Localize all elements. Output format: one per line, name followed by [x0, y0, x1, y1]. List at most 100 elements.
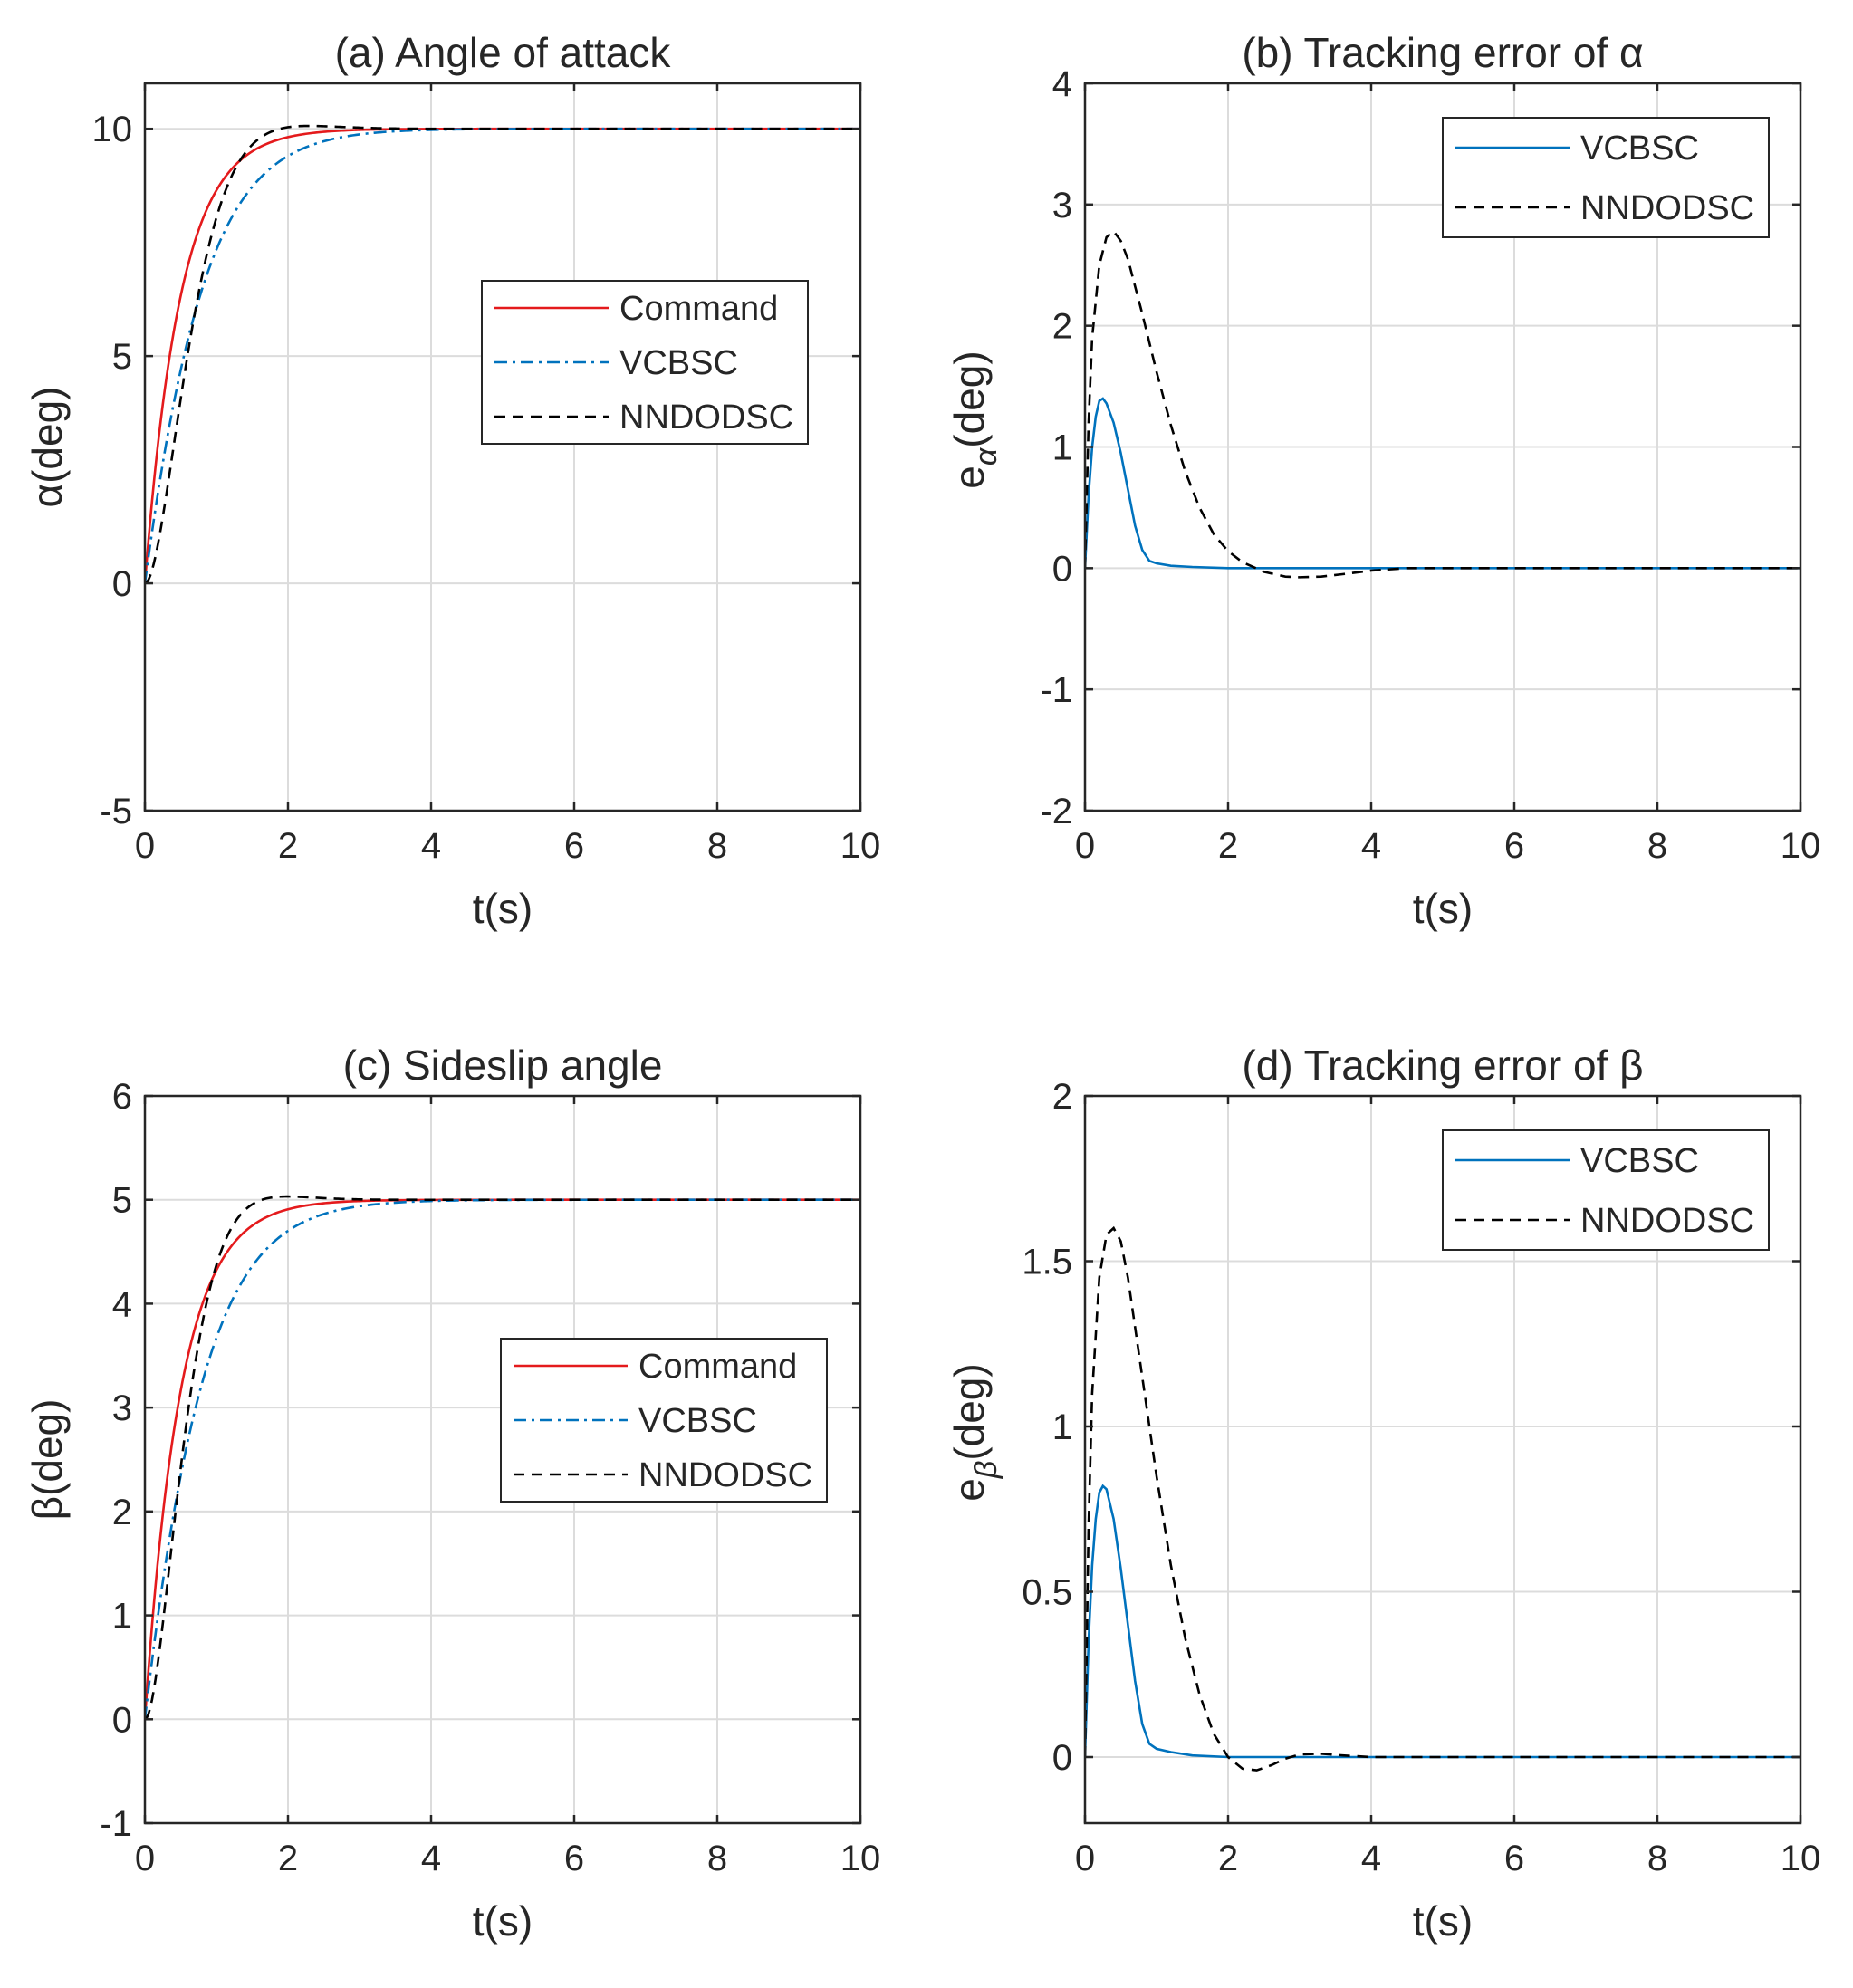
series-line-vcbsc: [1085, 1484, 1800, 1759]
x-tick-label: 8: [707, 826, 727, 866]
x-tick-label: 8: [1647, 826, 1667, 866]
series-line-vcbsc: [145, 127, 860, 584]
series-line-nndodsc: [1085, 229, 1800, 579]
series-line-nndodsc: [145, 1195, 860, 1721]
y-tick-label: 2: [112, 1493, 132, 1532]
y-tick-label: 0: [112, 1700, 132, 1740]
y-tick-label: 2: [1052, 307, 1072, 347]
x-tick-label: 0: [135, 1839, 155, 1878]
legend: VCBSC NNDODSC: [1442, 1129, 1770, 1251]
y-tick-label: 2: [1052, 1077, 1072, 1117]
y-tick-label: 5: [112, 1181, 132, 1221]
y-axis-label: eα(deg): [946, 351, 1003, 488]
x-tick-label: 10: [1781, 826, 1821, 866]
x-tick-label: 2: [1218, 826, 1238, 866]
y-tick-label: -1: [1040, 670, 1072, 710]
axes-frame: [1083, 1094, 1802, 1825]
y-axis-label-main: β(deg): [24, 1399, 71, 1521]
y-tick-label: 0: [1052, 549, 1072, 589]
y-tick-label: -1: [100, 1804, 132, 1844]
legend: VCBSC NNDODSC: [1442, 117, 1770, 238]
x-axis-label: t(s): [473, 1897, 533, 1945]
legend-label: VCBSC: [1580, 1142, 1699, 1180]
y-axis-label-main: e: [946, 1478, 993, 1502]
x-tick-label: 6: [564, 826, 584, 866]
y-tick-label: 0.5: [1022, 1573, 1072, 1613]
x-tick-label: 0: [135, 826, 155, 866]
y-axis-label: α(deg): [24, 387, 71, 508]
series-line-nndodsc: [1085, 1225, 1800, 1772]
legend-label: Command: [619, 290, 778, 328]
legend-label: NNDODSC: [638, 1456, 812, 1494]
y-tick-label: 3: [112, 1388, 132, 1428]
legend-box: [1442, 117, 1770, 238]
series-line-vcbsc: [1085, 397, 1800, 570]
y-axis-label-suffix: (deg): [946, 351, 993, 447]
y-tick-label: 4: [112, 1284, 132, 1324]
x-tick-label: 10: [840, 826, 881, 866]
x-tick-label: 0: [1075, 826, 1095, 866]
axes-frame: [143, 1094, 862, 1825]
y-axis-label: eβ(deg): [946, 1363, 1003, 1501]
series-line-nndodsc: [145, 124, 860, 585]
chart-d: 0 2 4 6 8 10 0 0.5 1 1.5 2 (d) Tracking error of β t…: [946, 1042, 1820, 1945]
x-tick-label: 4: [1361, 826, 1381, 866]
chart-title: (c) Sideslip angle: [343, 1042, 663, 1089]
x-tick-label: 4: [1361, 1839, 1381, 1878]
y-axis-label-subscript: β: [969, 1461, 1003, 1479]
legend-label: Command: [638, 1348, 797, 1386]
y-tick-label: 1: [1052, 1407, 1072, 1447]
y-tick-label: 3: [1052, 186, 1072, 226]
x-tick-label: 8: [1647, 1839, 1667, 1878]
y-tick-label: 6: [112, 1077, 132, 1117]
chart-title: (d) Tracking error of β: [1242, 1042, 1643, 1089]
plot-area: [145, 83, 860, 811]
legend-box: [1442, 1129, 1770, 1251]
x-tick-label: 2: [1218, 1839, 1238, 1878]
y-tick-label: -2: [1040, 792, 1072, 831]
x-tick-label: 0: [1075, 1839, 1095, 1878]
x-tick-label: 2: [278, 1839, 298, 1878]
y-axis-label: β(deg): [24, 1399, 71, 1521]
legend-label: NNDODSC: [1580, 189, 1754, 227]
y-tick-label: 10: [92, 110, 133, 149]
x-tick-label: 6: [564, 1839, 584, 1878]
y-tick-label: 5: [112, 337, 132, 377]
y-tick-label: 1: [1052, 428, 1072, 468]
y-tick-label: 1: [112, 1597, 132, 1637]
chart-b: 0 2 4 6 8 10 -2 -1 0 1 2 3 4 (b) Tracking error of α t…: [946, 29, 1820, 932]
x-tick-label: 10: [1781, 1839, 1821, 1878]
y-tick-label: 4: [1052, 64, 1072, 104]
x-tick-label: 4: [421, 1839, 441, 1878]
x-axis-label: t(s): [1413, 885, 1473, 932]
legend-label: VCBSC: [638, 1402, 757, 1440]
legend-label: NNDODSC: [1580, 1202, 1754, 1240]
x-axis-label: t(s): [1413, 1897, 1473, 1945]
y-tick-label: 0: [112, 564, 132, 604]
y-tick-label: 0: [1052, 1738, 1072, 1778]
chart-title: (b) Tracking error of α: [1242, 29, 1643, 76]
legend: Command VCBSC NNDODSC: [500, 1338, 828, 1503]
x-axis-label: t(s): [473, 885, 533, 932]
x-tick-label: 4: [421, 826, 441, 866]
y-tick-label: 1.5: [1022, 1243, 1072, 1282]
x-tick-label: 2: [278, 826, 298, 866]
x-tick-label: 10: [840, 1839, 881, 1878]
y-axis-label-main: α(deg): [24, 387, 71, 508]
legend-label: VCBSC: [1580, 130, 1699, 168]
chart-title: (a) Angle of attack: [335, 29, 672, 76]
y-axis-label-main: e: [946, 466, 993, 489]
x-tick-label: 6: [1504, 1839, 1524, 1878]
y-axis-label-suffix: (deg): [946, 1363, 993, 1460]
legend-label: VCBSC: [619, 344, 738, 382]
legend-label: NNDODSC: [619, 399, 793, 437]
x-tick-label: 8: [707, 1839, 727, 1878]
axes-frame: [143, 82, 862, 812]
legend: Command VCBSC NNDODSC: [481, 280, 809, 445]
y-axis-label-subscript: α: [969, 447, 1003, 466]
y-tick-label: -5: [100, 792, 132, 831]
x-tick-label: 6: [1504, 826, 1524, 866]
